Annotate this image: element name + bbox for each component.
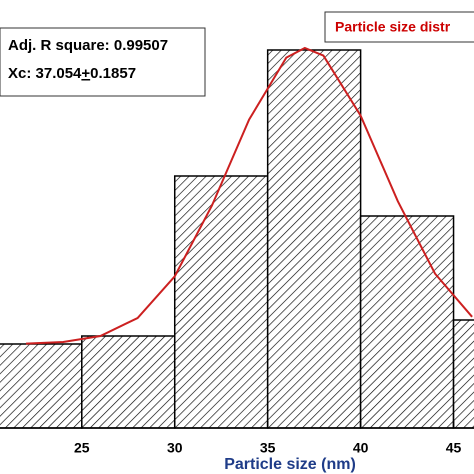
x-axis-label: Particle size (nm): [224, 456, 356, 473]
annotation-text: 0.1857: [90, 65, 136, 82]
bar: [266, 49, 362, 429]
legend-box: [324, 11, 474, 43]
x-tick-label: 35: [260, 440, 276, 456]
axes: 25 30 35 40 45: [0, 421, 474, 456]
legend-label: Particle size distr: [335, 19, 451, 35]
x-tick-label: 25: [74, 440, 90, 456]
annotation-text: +: [81, 65, 90, 82]
bar: [0, 343, 83, 429]
annotation-box: [0, 27, 206, 97]
x-tick-label: 30: [167, 440, 183, 456]
bar: [81, 335, 176, 429]
x-tick-label: 45: [446, 440, 462, 456]
annotation-line: Xc: 37.054+0.1857: [8, 65, 136, 82]
bar: [173, 175, 269, 429]
annotation-text: Xc: 37.054: [8, 65, 82, 82]
fit-curve: [25, 46, 473, 345]
bar: [452, 319, 474, 429]
bar: [359, 215, 455, 429]
annotation-line: Adj. R square: 0.99507: [8, 37, 168, 54]
x-tick-label: 40: [353, 440, 369, 456]
plot-area: [0, 46, 474, 429]
